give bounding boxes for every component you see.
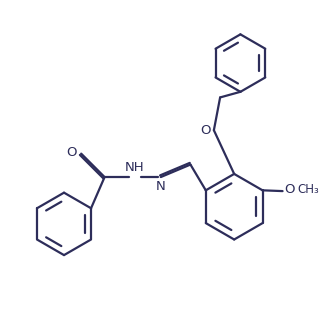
Text: CH₃: CH₃ xyxy=(297,183,319,196)
Text: O: O xyxy=(284,183,295,196)
Text: N: N xyxy=(156,180,166,193)
Text: O: O xyxy=(66,146,77,159)
Text: O: O xyxy=(200,124,211,137)
Text: NH: NH xyxy=(124,161,144,174)
